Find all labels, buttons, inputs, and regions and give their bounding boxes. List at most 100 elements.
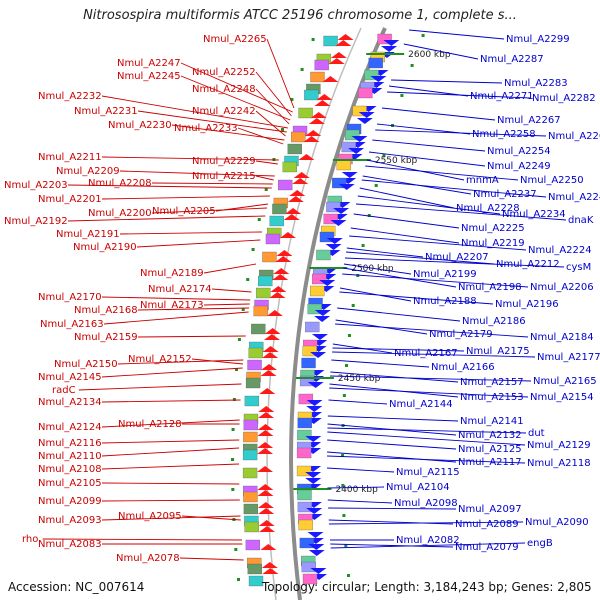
gene-label-left: Nmul_A2083 bbox=[38, 539, 102, 550]
reverse-gene-arrow bbox=[319, 280, 336, 286]
callout-line bbox=[103, 311, 249, 325]
callout-line bbox=[355, 203, 567, 221]
gene-label-right: Nmul_A2089 bbox=[455, 519, 519, 530]
reverse-gene-arrow bbox=[383, 40, 400, 46]
gene-label-left: rho bbox=[22, 534, 38, 545]
reverse-gene-arrow bbox=[338, 184, 355, 190]
forward-gene-arrow bbox=[285, 208, 302, 214]
forward-gene-arrow bbox=[266, 310, 283, 316]
feature-box bbox=[247, 359, 262, 371]
gene-label-right: Nmul_A2283 bbox=[504, 78, 568, 89]
topology-text: Topology: circular; Length: 3,184,243 bp… bbox=[262, 580, 592, 594]
feature-box bbox=[265, 233, 281, 245]
gene-label-left: Nmul_A2168 bbox=[74, 305, 138, 316]
gene-label-left: Nmul_A2248 bbox=[192, 84, 256, 95]
callout-line bbox=[350, 227, 460, 244]
gene-label-left: Nmul_A2152 bbox=[128, 354, 192, 365]
forward-gene-arrow bbox=[308, 118, 325, 124]
callout-line bbox=[328, 399, 388, 405]
forward-gene-arrow bbox=[269, 292, 286, 298]
gene-label-right: Nmul_A2125 bbox=[458, 444, 522, 455]
callout-line bbox=[372, 139, 486, 152]
gene-label-right: Nmul_A2299 bbox=[506, 34, 570, 45]
feature-box bbox=[307, 303, 322, 315]
forward-gene-arrow bbox=[292, 178, 309, 184]
gc-marker bbox=[311, 38, 315, 41]
gene-label-right: Nmul_A2179 bbox=[429, 329, 493, 340]
forward-gene-arrow bbox=[257, 484, 274, 490]
forward-gene-arrow bbox=[270, 286, 287, 292]
callout-line bbox=[119, 170, 275, 177]
reverse-gene-arrow bbox=[308, 550, 325, 556]
gene-label-left: Nmul_A2211 bbox=[38, 152, 102, 163]
gc-marker bbox=[281, 128, 285, 131]
feature-box bbox=[248, 347, 263, 359]
forward-gene-arrow bbox=[258, 508, 275, 514]
callout-line bbox=[101, 515, 241, 521]
feature-box bbox=[245, 539, 261, 551]
reverse-gene-arrow bbox=[305, 472, 322, 478]
callout-line bbox=[137, 307, 250, 311]
feature-box bbox=[297, 501, 313, 513]
feature-box bbox=[305, 321, 320, 333]
callout-line bbox=[375, 129, 547, 137]
callout-line bbox=[337, 307, 461, 322]
position-label: 2400 kbp bbox=[335, 485, 378, 495]
callout-line bbox=[330, 375, 532, 382]
feature-box bbox=[243, 431, 258, 443]
callout-line bbox=[101, 482, 240, 485]
reverse-gene-arrow bbox=[356, 118, 373, 124]
feature-box bbox=[298, 393, 314, 405]
forward-gene-arrow bbox=[257, 442, 274, 448]
feature-box bbox=[323, 35, 338, 47]
callout-line bbox=[180, 75, 291, 121]
callout-line bbox=[101, 439, 240, 444]
callout-line bbox=[151, 207, 268, 214]
callout-line bbox=[344, 257, 565, 268]
position-label: 2550 kbp bbox=[375, 156, 418, 166]
gene-label-left: radC bbox=[52, 385, 76, 396]
feature-box bbox=[341, 141, 356, 153]
gene-label-right: Nmul_A2287 bbox=[480, 54, 544, 65]
feature-box bbox=[377, 33, 392, 45]
forward-gene-arrow bbox=[272, 274, 289, 280]
feature-box bbox=[297, 489, 312, 501]
feature-box bbox=[299, 375, 315, 387]
callout-line bbox=[67, 215, 266, 222]
gc-marker bbox=[341, 454, 345, 457]
forward-gene-arrow bbox=[262, 346, 279, 352]
gc-marker bbox=[232, 398, 236, 401]
feature-box bbox=[243, 503, 259, 515]
forward-gene-arrow bbox=[283, 214, 300, 220]
genome-backbone bbox=[289, 27, 387, 600]
reverse-gene-arrow bbox=[308, 544, 325, 550]
callout-line bbox=[409, 29, 505, 40]
gene-label-left: Nmul_A2173 bbox=[140, 300, 204, 311]
forward-gene-arrow bbox=[287, 196, 304, 202]
feature-box bbox=[298, 519, 313, 531]
callout-line bbox=[346, 251, 495, 265]
feature-box bbox=[244, 395, 260, 407]
gene-label-right: Nmul_A2132 bbox=[458, 430, 522, 441]
forward-gene-arrow bbox=[257, 490, 274, 496]
callout-line bbox=[179, 557, 244, 561]
callout-line bbox=[101, 463, 240, 470]
gene-label-left: Nmul_A2201 bbox=[38, 194, 102, 205]
gc-marker bbox=[251, 248, 255, 251]
gene-label-left: Nmul_A2163 bbox=[40, 319, 104, 330]
gene-label-right: Nmul_A2188 bbox=[413, 296, 477, 307]
feature-box bbox=[256, 287, 271, 299]
callout-line bbox=[151, 182, 273, 185]
forward-gene-arrow bbox=[262, 352, 279, 358]
gene-label-left: Nmul_A2232 bbox=[38, 91, 102, 102]
gene-label-right: Nmul_A2244 bbox=[548, 192, 600, 203]
feature-box bbox=[282, 161, 297, 173]
callout-line bbox=[327, 431, 526, 446]
gc-marker bbox=[342, 394, 346, 397]
gene-label-right: Nmul_A2177 bbox=[537, 352, 600, 363]
reverse-gene-arrow bbox=[370, 76, 387, 82]
forward-gene-arrow bbox=[257, 448, 274, 454]
gc-marker bbox=[382, 154, 386, 157]
genome-backbone-inner bbox=[266, 27, 362, 600]
